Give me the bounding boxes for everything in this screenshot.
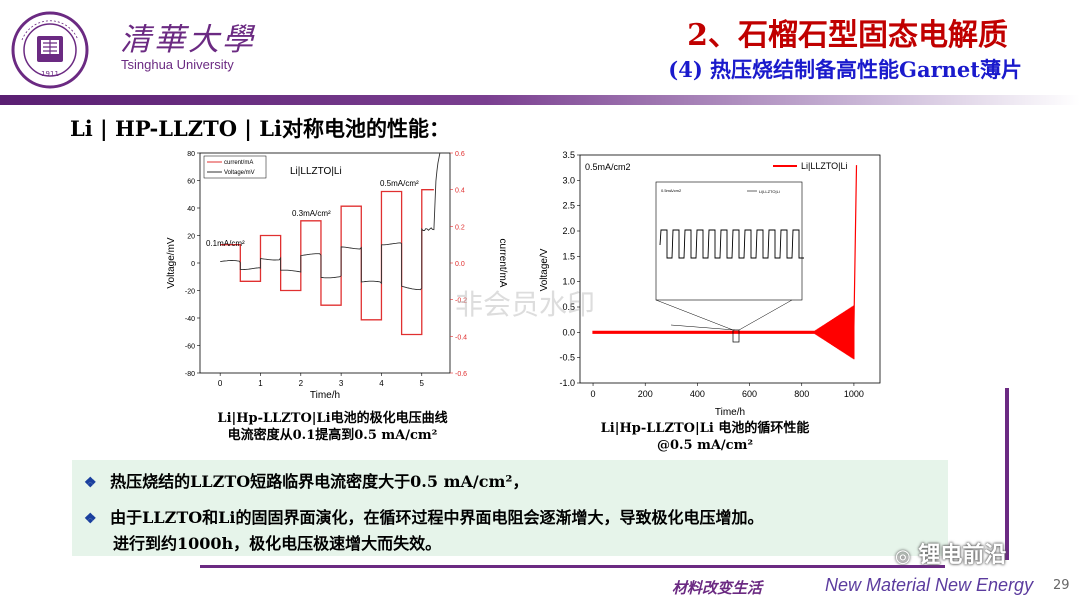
page-number: 29: [1053, 578, 1070, 593]
legend: current/mA Voltage/mV: [203, 155, 267, 179]
x-tick-label: 600: [742, 389, 757, 399]
y-tick-label: -40: [185, 316, 195, 323]
y2-tick-label: 0.6: [455, 151, 465, 158]
y-tick-label: 0.5: [562, 302, 575, 312]
annotation-03: 0.3mA/cm²: [292, 209, 331, 218]
x-tick-label: 3: [339, 379, 344, 388]
bullet-box: ❖ 热压烧结的LLZTO短路临界电流密度大于0.5 mA/cm²， ❖ 由于LL…: [72, 460, 948, 556]
x-tick-label: 0: [591, 389, 596, 399]
y-tick-label: 1.0: [562, 277, 575, 287]
y-tick-label: 0.0: [562, 327, 575, 337]
footer-slogan-cn: 材料改变生活: [672, 579, 763, 597]
x-axis-label: Time/h: [310, 390, 340, 401]
plot-frame: [199, 152, 451, 374]
legend-voltage: Voltage/mV: [224, 170, 255, 176]
inner-title: Li|LLZTO|Li: [290, 166, 342, 177]
legend-current: current/mA: [224, 160, 253, 166]
x-tick-label: 0: [218, 379, 223, 388]
y-tick-label: -20: [185, 289, 195, 296]
y2-tick-label: 0.0: [455, 261, 465, 268]
footer-slogan-en: New Material New Energy: [825, 575, 1034, 595]
y-axis-label: Voltage/V: [539, 248, 550, 291]
bullet-text: 由于LLZTO和Li的固固界面演化，在循环过程中界面电阻会逐渐增大，导致极化电压…: [110, 508, 764, 527]
left-caption-line2: 电流密度从0.1提高到0.5 mA/cm²: [227, 428, 438, 443]
x-tick-label: 1000: [844, 389, 864, 399]
wechat-icon: ◎: [895, 546, 911, 567]
x-tick-label: 200: [638, 389, 653, 399]
y-axis-label: Voltage/mV: [166, 237, 177, 288]
y-tick-label: -80: [185, 371, 195, 378]
y2-tick-label: 0.4: [455, 188, 465, 195]
diamond-bullet-icon: ❖: [84, 475, 97, 491]
bullet-continuation: 进行到约1000h，极化电压极速增大而失效。: [113, 534, 442, 553]
y2-tick-label: 0.2: [455, 224, 465, 231]
right-caption-line2: @0.5 mA/cm²: [656, 438, 754, 453]
y2-tick-label: -0.6: [455, 371, 467, 378]
y-tick-label: 2.5: [562, 201, 575, 211]
bullet-item: ❖ 热压烧结的LLZTO短路临界电流密度大于0.5 mA/cm²，: [84, 468, 528, 492]
right-caption: Li|Hp-LLZTO|Li 电池的循环性能 @0.5 mA/cm²: [570, 420, 840, 454]
y-tick-label: 0: [191, 261, 195, 268]
x-tick-label: 2: [299, 379, 304, 388]
x-tick-label: 800: [794, 389, 809, 399]
footer-divider: [200, 565, 945, 568]
section-heading: Li | HP-LLZTO | Li对称电池的性能：: [70, 116, 450, 141]
header-divider: [0, 95, 1080, 105]
university-name-cn: 清華大學: [120, 22, 256, 58]
right-caption-line1: Li|Hp-LLZTO|Li 电池的循环性能: [600, 421, 810, 436]
y-tick-label: 1.5: [562, 251, 575, 261]
y-tick-label: -60: [185, 344, 195, 351]
inset-plot: 0.5mA/cm2 Li|LLZTO|Li: [655, 181, 804, 343]
cycling-chart: 0 200 400 600 800 1000 -1.0 -0.5 0.0 0.5 1.0 1.5 2.0…: [539, 150, 881, 418]
y2-tick-label: -0.2: [455, 298, 467, 305]
y-tick-label: 80: [187, 151, 195, 158]
y2-axis-label: current/mA: [497, 239, 508, 288]
inset-legend: Li|LLZTO|Li: [759, 189, 780, 194]
wechat-watermark: ◎ 锂电前沿: [895, 537, 1006, 569]
x-tick-label: 400: [690, 389, 705, 399]
wechat-watermark-text: 锂电前沿: [918, 543, 1007, 568]
university-name-en: Tsinghua University: [121, 57, 234, 72]
y-tick-label: -0.5: [559, 353, 575, 363]
bullet-text: 热压烧结的LLZTO短路临界电流密度大于0.5 mA/cm²，: [110, 472, 529, 491]
y-tick-label: -1.0: [559, 378, 575, 388]
legend-label: Li|LLZTO|Li: [801, 161, 848, 171]
polarization-chart: 0 1 2 3 4 5 -80 -60 -40 -20 0 20 40 60 80 -0.6 -0.4 -0.2 0…: [166, 151, 508, 401]
x-tick-label: 1: [258, 379, 263, 388]
annotation-01: 0.1mA/cm²: [206, 239, 245, 248]
slide-title: 2、石榴石型固态电解质: [687, 18, 1008, 53]
member-watermark: 非会员水印: [455, 288, 596, 321]
left-caption-line1: Li|Hp-LLZTO|Li电池的极化电压曲线: [217, 411, 448, 426]
y-tick-label: 3.0: [562, 175, 575, 185]
x-axis-label: Time/h: [715, 407, 745, 418]
y-tick-label: 3.5: [562, 150, 575, 160]
series-voltage-line: [220, 152, 441, 291]
y-tick-label: 60: [187, 179, 195, 186]
x-tick-label: 5: [420, 379, 425, 388]
university-logo: 1911: [10, 10, 110, 90]
right-accent-line: [1005, 388, 1009, 560]
svg-text:1911: 1911: [41, 70, 59, 78]
y-tick-label: 40: [187, 206, 195, 213]
inset-annotation: 0.5mA/cm2: [661, 188, 682, 193]
y-tick-label: 2.0: [562, 226, 575, 236]
annotation: 0.5mA/cm2: [585, 162, 631, 172]
slide-subtitle: (4) 热压烧结制备高性能Garnet薄片: [668, 57, 1022, 82]
diamond-bullet-icon: ❖: [84, 511, 97, 527]
annotation-05: 0.5mA/cm²: [380, 179, 419, 188]
x-tick-label: 4: [379, 379, 384, 388]
series-voltage-line: [593, 165, 858, 333]
y2-tick-label: -0.4: [455, 334, 467, 341]
bullet-item: ❖ 由于LLZTO和Li的固固界面演化，在循环过程中界面电阻会逐渐增大，导致极化…: [84, 504, 764, 528]
left-caption: Li|Hp-LLZTO|Li电池的极化电压曲线 电流密度从0.1提高到0.5 m…: [180, 410, 485, 444]
y-tick-label: 20: [187, 234, 195, 241]
